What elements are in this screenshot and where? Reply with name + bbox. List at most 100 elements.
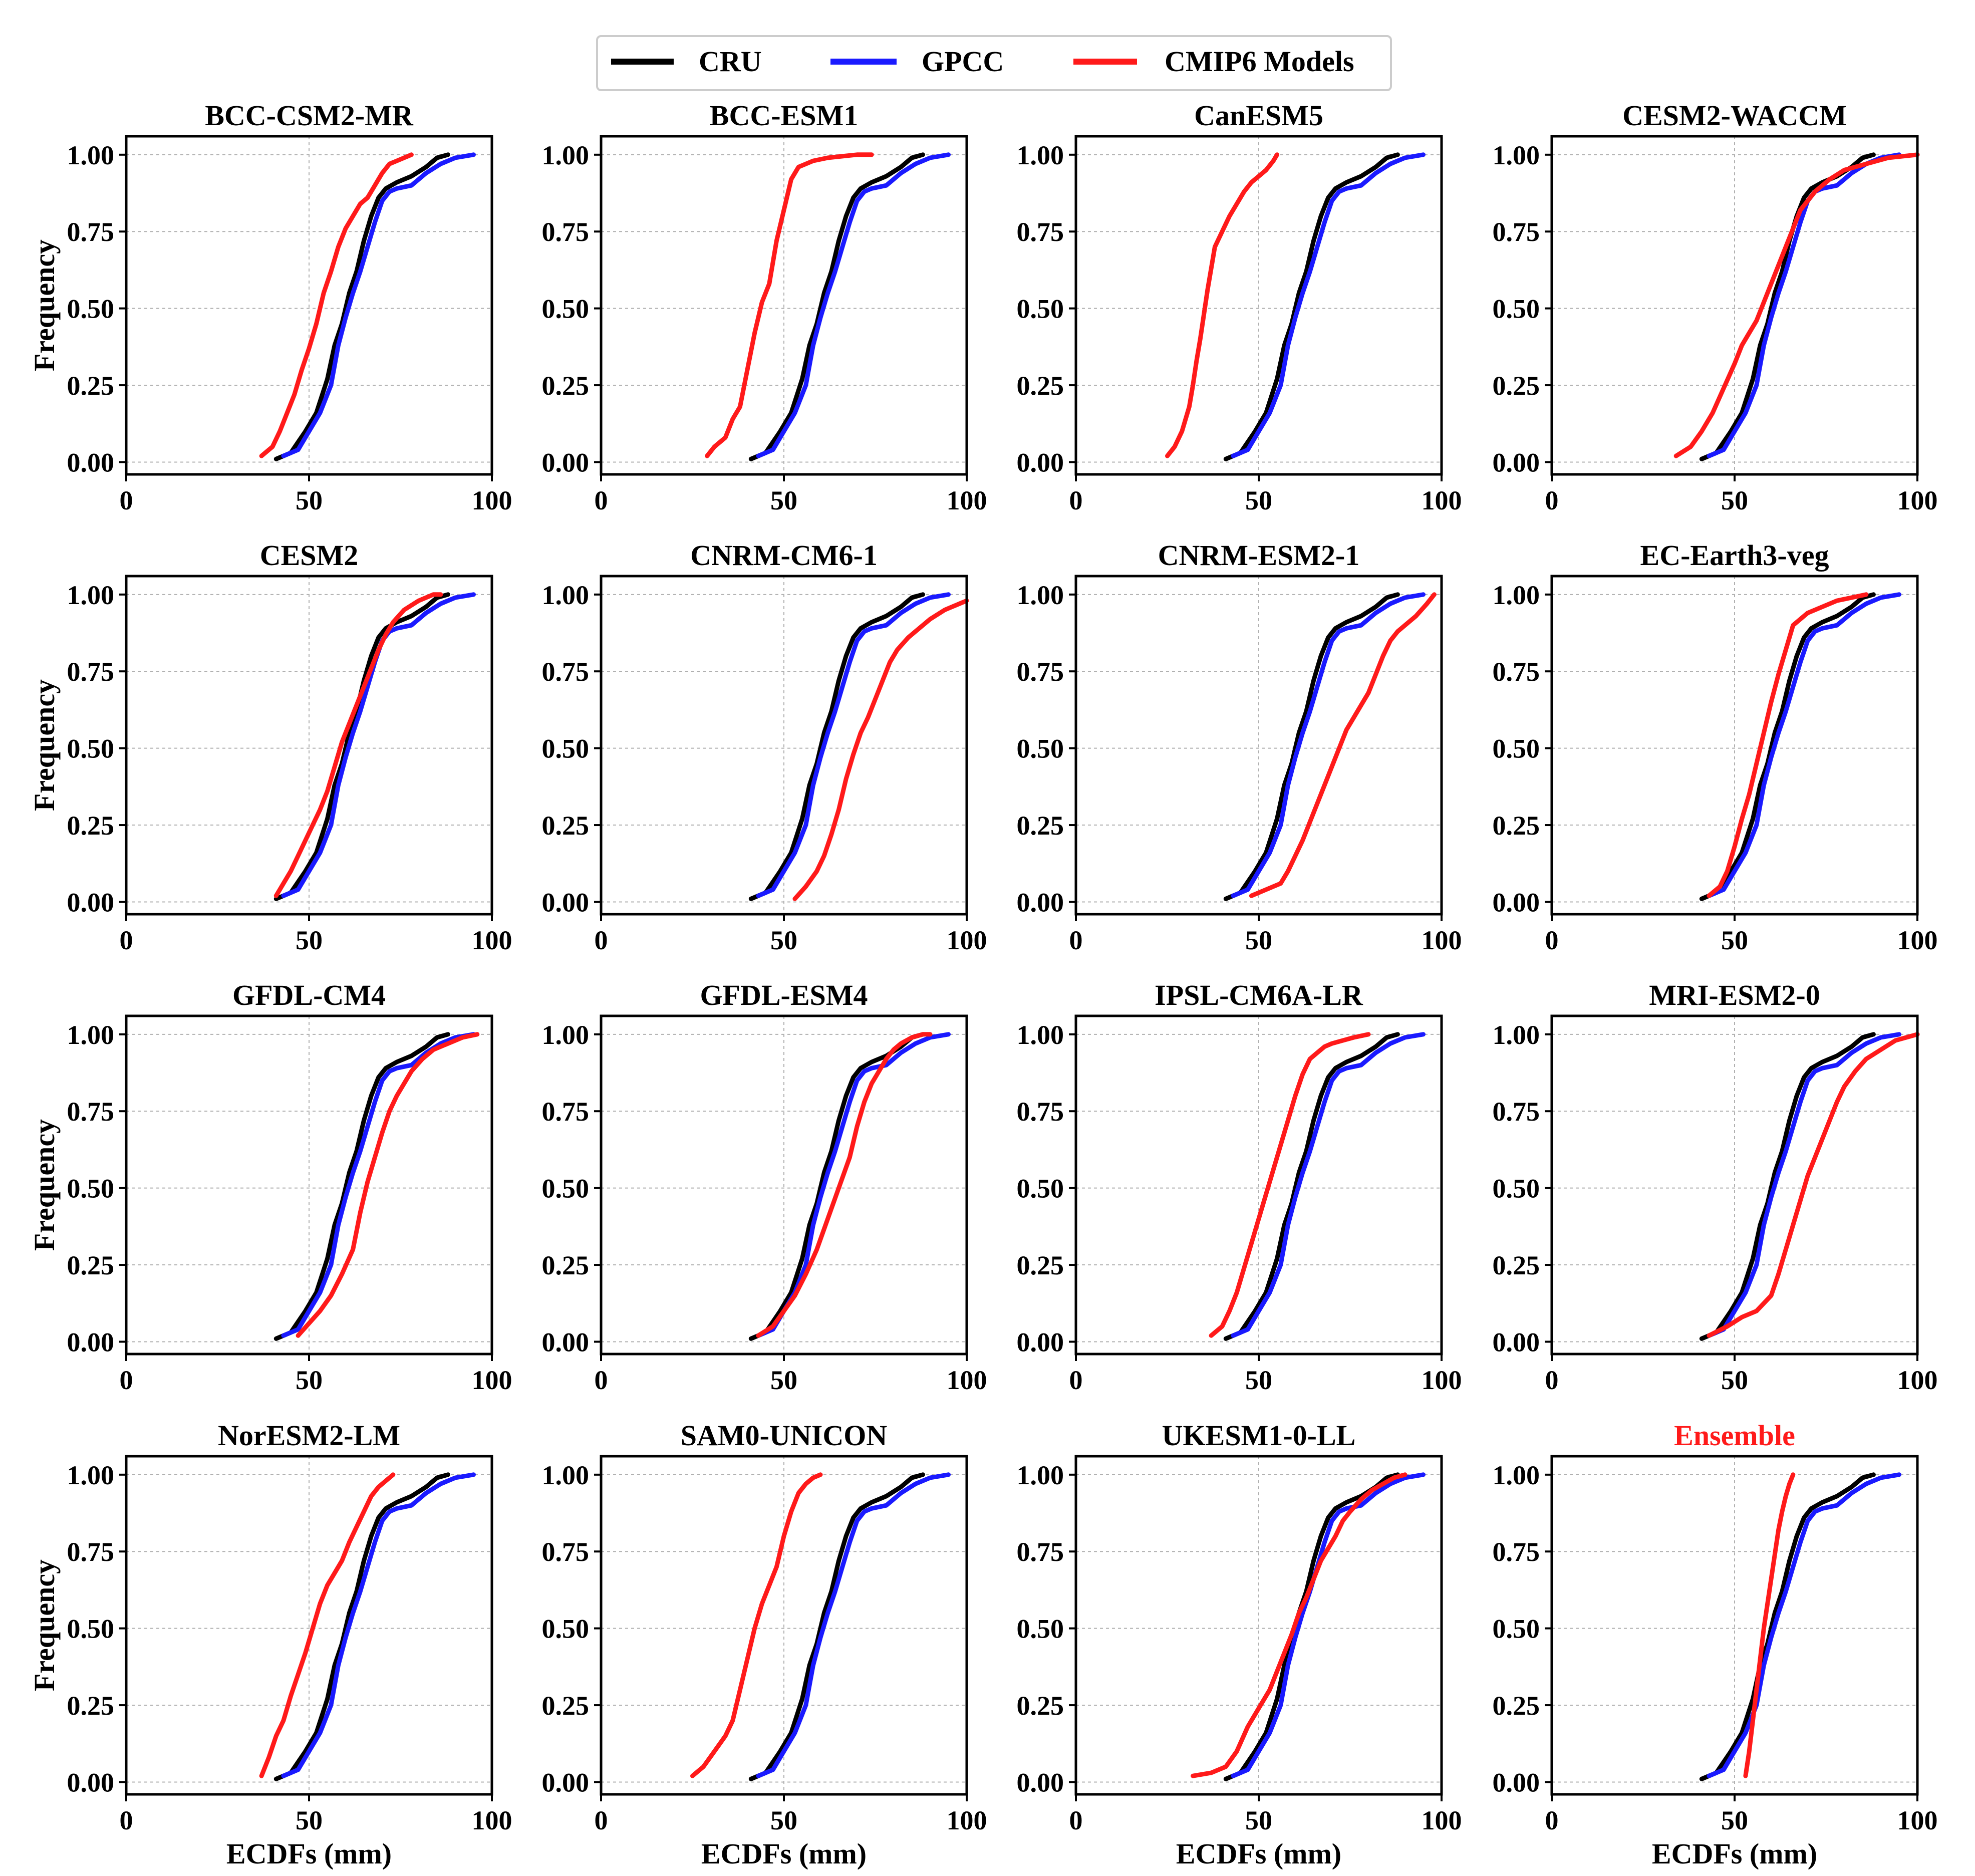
series-cru: [1223, 592, 1400, 901]
x-tick-label: 100: [1422, 925, 1462, 955]
y-tick-label: 0.50: [542, 734, 590, 764]
series-cru: [748, 592, 925, 901]
x-tick-label: 100: [1897, 925, 1938, 955]
y-tick-label: 1.00: [542, 140, 590, 170]
x-tick-label: 0: [595, 1805, 608, 1835]
y-tick-label: 0.75: [1493, 1097, 1540, 1127]
x-tick-label: 100: [947, 1365, 987, 1395]
y-tick-label: 0.75: [542, 217, 590, 247]
y-tick-label: 0.00: [67, 1327, 115, 1357]
y-tick-label: 0.25: [1017, 1691, 1064, 1721]
x-tick-label: 0: [1545, 925, 1559, 955]
x-tick-label: 50: [1721, 925, 1748, 955]
series-gpcc: [1707, 1472, 1901, 1778]
x-axis-label: ECDFs (mm): [1652, 1837, 1817, 1870]
panel-gfdl-cm4: 0 50 100 0.00 0.25 0.50 0.75 1.00 GFDL-CM4 Freque…: [28, 979, 512, 1395]
series-gpcc: [1231, 592, 1426, 898]
series-gpcc: [756, 1472, 951, 1778]
x-tick-label: 0: [120, 925, 133, 955]
y-tick-label: 0.00: [542, 887, 590, 917]
y-tick-label: 0.00: [1493, 887, 1540, 917]
y-axis-label: Frequency: [28, 1559, 61, 1691]
x-tick-label: 0: [1545, 485, 1559, 515]
y-tick-label: 0.00: [1493, 1327, 1540, 1357]
series-gpcc: [281, 1032, 476, 1338]
y-tick-label: 0.25: [542, 1691, 590, 1721]
y-tick-label: 1.00: [67, 580, 115, 610]
y-tick-label: 0.00: [542, 447, 590, 477]
series-cmip6-model: [792, 598, 969, 901]
x-axis-label: ECDFs (mm): [1176, 1837, 1341, 1870]
y-tick-label: 0.25: [67, 371, 115, 401]
x-tick-label: 100: [947, 925, 987, 955]
panel-ec-earth3-veg: 0 50 100 0.00 0.25 0.50 0.75 1.00 EC-Earth3-veg: [1493, 539, 1938, 955]
x-tick-label: 0: [595, 1365, 608, 1395]
y-tick-label: 0.00: [1493, 447, 1540, 477]
y-tick-label: 1.00: [1017, 580, 1064, 610]
x-tick-label: 50: [770, 1805, 797, 1835]
y-tick-label: 0.50: [67, 1174, 115, 1204]
y-tick-label: 0.00: [542, 1327, 590, 1357]
y-tick-label: 0.75: [1017, 1537, 1064, 1567]
y-tick-label: 0.75: [67, 1097, 115, 1127]
y-tick-label: 0.75: [1017, 1097, 1064, 1127]
y-tick-label: 0.00: [1017, 447, 1064, 477]
series-cmip6-model: [1707, 1032, 1920, 1338]
y-tick-label: 0.50: [542, 294, 590, 324]
y-tick-label: 1.00: [1493, 1460, 1540, 1490]
series-gpcc: [281, 152, 476, 458]
y-tick-label: 0.00: [1017, 1327, 1064, 1357]
y-tick-label: 0.75: [542, 1097, 590, 1127]
panel-ukesm1-0-ll: 0 50 100 0.00 0.25 0.50 0.75 1.00 UKESM1-0-LL ECD…: [1017, 1419, 1462, 1870]
y-tick-label: 0.25: [1017, 371, 1064, 401]
x-tick-label: 0: [595, 925, 608, 955]
panel-cnrm-cm6-1: 0 50 100 0.00 0.25 0.50 0.75 1.00 CNRM-CM6-1: [542, 539, 987, 955]
x-tick-label: 50: [1245, 1365, 1272, 1395]
y-tick-label: 0.00: [1017, 1767, 1064, 1797]
series-cmip6-model: [1249, 592, 1437, 898]
panel-title: BCC-ESM1: [710, 99, 858, 132]
x-tick-label: 50: [770, 925, 797, 955]
panel-cesm2-waccm: 0 50 100 0.00 0.25 0.50 0.75 1.00 CESM2-WACCM: [1493, 99, 1938, 515]
panel-canesm5: 0 50 100 0.00 0.25 0.50 0.75 1.00 CanESM5: [1017, 99, 1462, 515]
series-cmip6-model: [259, 1472, 396, 1778]
x-tick-label: 100: [1897, 485, 1938, 515]
y-tick-label: 0.00: [67, 887, 115, 917]
x-tick-label: 100: [1422, 1365, 1462, 1395]
y-tick-label: 0.25: [67, 811, 115, 841]
y-tick-label: 0.75: [67, 657, 115, 687]
panel-title: IPSL-CM6A-LR: [1155, 979, 1363, 1011]
series-cmip6-model: [259, 152, 414, 458]
y-tick-label: 0.50: [67, 294, 115, 324]
x-tick-label: 100: [1422, 485, 1462, 515]
x-axis-label: ECDFs (mm): [701, 1837, 867, 1870]
panel-noresm2-lm: 0 50 100 0.00 0.25 0.50 0.75 1.00 NorESM2-LM Freq…: [28, 1419, 512, 1870]
series-cmip6-model: [273, 592, 443, 898]
y-tick-label: 0.75: [1493, 657, 1540, 687]
panel-title: EC-Earth3-veg: [1640, 539, 1829, 572]
panel-gfdl-esm4: 0 50 100 0.00 0.25 0.50 0.75 1.00 GFDL-ESM4: [542, 979, 987, 1395]
panel-sam0-unicon: 0 50 100 0.00 0.25 0.50 0.75 1.00 SAM0-UNICON ECD…: [542, 1419, 987, 1870]
y-tick-label: 0.25: [1493, 1691, 1540, 1721]
x-tick-label: 0: [1545, 1365, 1559, 1395]
series-cmip6-model: [1707, 592, 1869, 898]
series-cmip6-model: [1165, 152, 1279, 458]
y-tick-label: 0.75: [1493, 217, 1540, 247]
y-tick-label: 0.75: [542, 657, 590, 687]
x-tick-label: 100: [472, 925, 512, 955]
series-gpcc: [1231, 152, 1426, 458]
y-tick-label: 0.75: [1493, 1537, 1540, 1567]
y-tick-label: 0.00: [67, 1767, 115, 1797]
y-tick-label: 0.75: [1017, 657, 1064, 687]
legend: CRU GPCC CMIP6 Models: [596, 35, 1392, 91]
series-cru: [1699, 592, 1876, 901]
x-tick-label: 0: [120, 1365, 133, 1395]
y-tick-label: 0.25: [1493, 811, 1540, 841]
y-tick-label: 0.25: [1493, 371, 1540, 401]
series-cmip6-model: [1209, 1032, 1371, 1338]
y-tick-label: 0.75: [67, 217, 115, 247]
panel-bcc-esm1: 0 50 100 0.00 0.25 0.50 0.75 1.00 BCC-ESM1: [542, 99, 987, 515]
legend-label-gpcc: GPCC: [922, 45, 1004, 78]
y-tick-label: 1.00: [1493, 140, 1540, 170]
